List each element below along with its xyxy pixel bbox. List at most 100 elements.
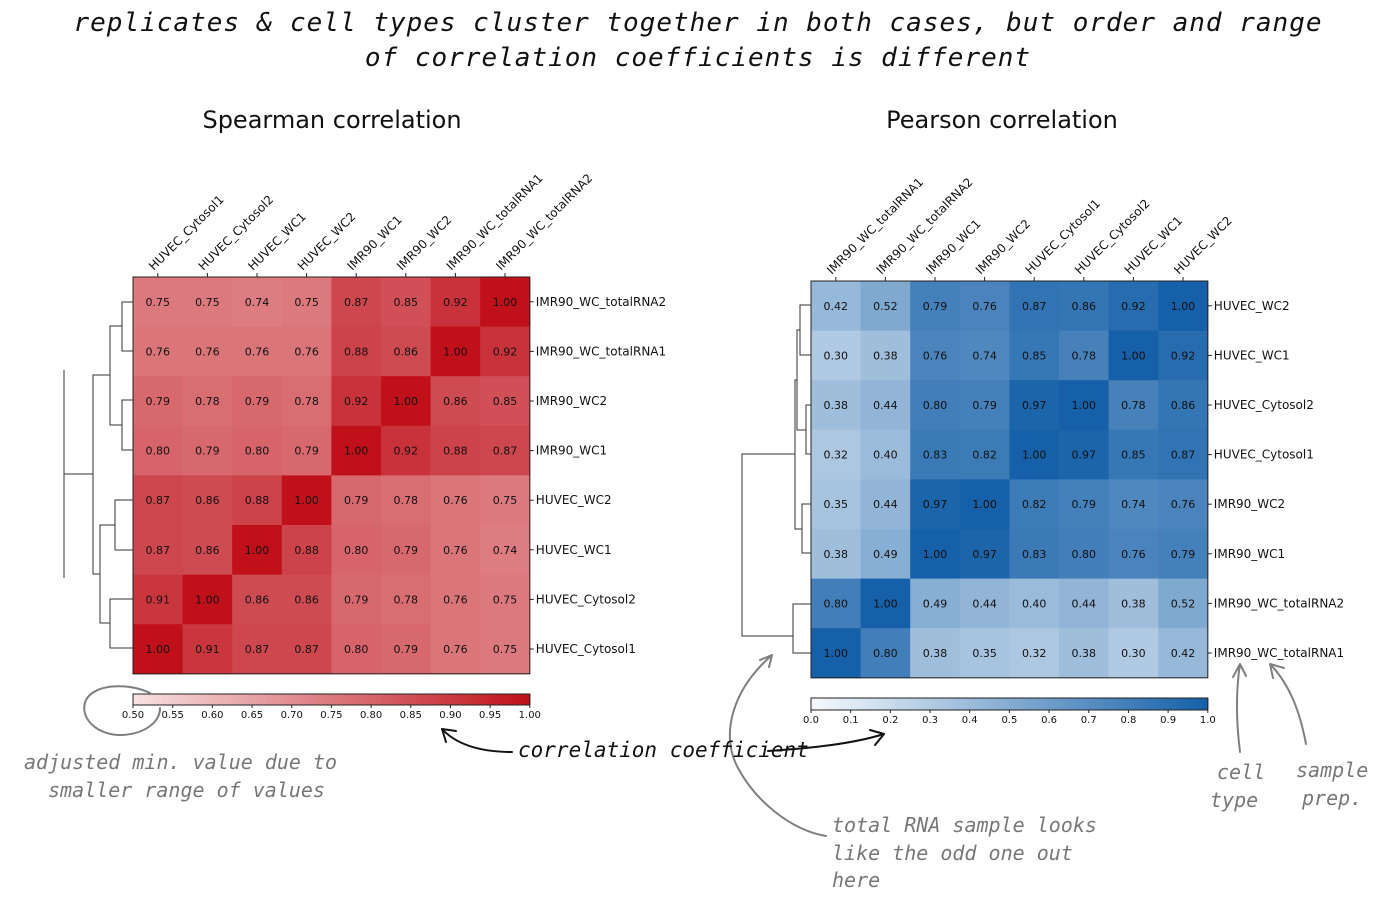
spearman-cell: [182, 425, 233, 476]
pearson-row-label: HUVEC_Cytosol2: [1214, 398, 1314, 412]
pearson-colorbar-segment: [959, 698, 966, 710]
spearman-cell-value: 0.92: [443, 296, 468, 309]
spearman-cell-value: 0.78: [294, 395, 319, 408]
spearman-row-label: HUVEC_Cytosol1: [536, 642, 636, 656]
pearson-colorbar-segment: [915, 698, 921, 710]
spearman-col-label: IMR90_WC_totalRNA2: [493, 171, 595, 273]
pearson-cell: [811, 628, 862, 679]
pearson-cell: [1158, 529, 1209, 580]
spearman-colorbar-segment: [346, 694, 352, 705]
pearson-cell-value: 0.79: [1072, 498, 1097, 511]
pearson-cell: [1108, 429, 1159, 480]
pearson-cell: [1158, 628, 1209, 679]
spearman-colorbar-segment: [514, 694, 521, 705]
pearson-colorbar-segment: [820, 698, 827, 710]
pearson-cell: [959, 479, 1010, 530]
spearman-colorbar-segment: [167, 694, 174, 705]
spearman-cell: [381, 376, 432, 427]
pearson-cell: [1059, 479, 1110, 530]
spearman-cell-value: 0.75: [146, 296, 171, 309]
spearman-cell: [281, 376, 332, 427]
pearson-cell-value: 0.49: [873, 548, 898, 561]
pearson-colorbar-segment: [835, 698, 842, 710]
pearson-cell-value: 0.83: [1022, 548, 1047, 561]
spearman-cell-value: 0.86: [195, 494, 220, 507]
pearson-cell-value: 1.00: [923, 548, 948, 561]
pearson-colorbar-segment: [1083, 698, 1090, 710]
spearman-cell-value: 0.76: [245, 345, 270, 358]
spearman-cell: [182, 574, 233, 625]
pearson-colorbar-segment: [944, 698, 951, 710]
pearson-cell: [860, 578, 911, 629]
pearson-colorbar-segment: [1183, 698, 1189, 710]
pearson-colorbar-segment: [845, 698, 852, 710]
pearson-cell-value: 0.92: [1171, 349, 1196, 362]
spearman-colorbar-segment: [306, 694, 313, 705]
pearson-cell-value: 1.00: [972, 498, 997, 511]
spearman-colorbar-segment: [281, 694, 288, 705]
spearman-colorbar-segment: [519, 694, 526, 705]
spearman-colorbar-segment: [222, 694, 228, 705]
spearman-cell-value: 0.91: [146, 593, 171, 606]
pearson-colorbar-segment: [994, 698, 1001, 710]
pearson-cell-value: 0.40: [873, 449, 898, 462]
pearson-colorbar-segment: [1029, 698, 1035, 710]
pearson-colorbar-segment: [905, 698, 911, 710]
spearman-cell-value: 1.00: [146, 643, 171, 656]
spearman-colorbar-tick-label: 0.75: [320, 710, 342, 721]
spearman-cell-value: 0.76: [443, 494, 468, 507]
pearson-col-label: IMR90_WC_totalRNA1: [824, 175, 926, 277]
spearman-colorbar-segment: [182, 694, 189, 705]
spearman-cell-value: 1.00: [294, 494, 319, 507]
spearman-colorbar-segment: [266, 694, 273, 705]
pearson-cell-value: 0.85: [1022, 349, 1047, 362]
pearson-colorbar-segment: [989, 698, 996, 710]
spearman-cell-value: 1.00: [195, 593, 220, 606]
pearson-col-label: IMR90_WC_totalRNA2: [874, 175, 976, 277]
pearson-colorbar-tick-label: 0.8: [1120, 715, 1136, 726]
spearman-colorbar-segment: [326, 694, 332, 705]
sample-prep-note-line-2: prep.: [1302, 786, 1363, 810]
pearson-dendrogram: [741, 304, 811, 654]
pearson-colorbar-segment: [925, 698, 931, 710]
pearson-cell-value: 0.44: [972, 597, 997, 610]
spearman-colorbar-segment: [187, 694, 194, 705]
pearson-cell: [860, 628, 911, 679]
spearman-colorbar-segment: [247, 694, 253, 705]
spearman-cell-value: 0.86: [195, 544, 220, 557]
pearson-cell: [811, 330, 862, 381]
pearson-cell: [1108, 330, 1159, 381]
pearson-cell-value: 0.87: [1171, 449, 1196, 462]
spearman-cell-value: 0.75: [493, 593, 518, 606]
spearman-colorbar-segment: [490, 694, 496, 705]
pearson-cell: [910, 380, 961, 431]
spearman-colorbar-segment: [207, 694, 213, 705]
pearson-colorbar-segment: [954, 698, 961, 710]
pearson-row-label: IMR90_WC_totalRNA1: [1214, 646, 1344, 660]
pearson-cell-value: 0.97: [1072, 449, 1097, 462]
spearman-colorbar-segment: [425, 694, 432, 705]
spearman-colorbar-segment: [430, 694, 437, 705]
spearman-cell: [133, 624, 184, 675]
arrow-cell-type: [1232, 663, 1247, 753]
pearson-cell-value: 0.52: [1171, 597, 1196, 610]
spearman-cell: [182, 475, 233, 526]
spearman-colorbar-tick-label: 0.95: [479, 710, 501, 721]
spearman-cell: [331, 574, 382, 625]
total-rna-note-line-2: like the odd one out: [832, 841, 1073, 865]
spearman-cell-value: 0.74: [493, 544, 518, 557]
pearson-colorbar-segment: [999, 698, 1006, 710]
spearman-colorbar-segment: [395, 694, 402, 705]
pearson-colorbar-segment: [1163, 698, 1169, 710]
spearman-cell: [281, 277, 332, 328]
pearson-cell-value: 1.00: [1171, 300, 1196, 313]
spearman-cell-value: 0.80: [245, 445, 270, 458]
pearson-cell: [1009, 330, 1060, 381]
pearson-colorbar-tick-label: 0.5: [1001, 715, 1017, 726]
spearman-colorbar-segment: [495, 694, 501, 705]
pearson-cell-value: 0.40: [1022, 597, 1047, 610]
pearson-colorbar-segment: [1103, 698, 1110, 710]
pearson-colorbar-segment: [1059, 698, 1065, 710]
spearman-colorbar-segment: [172, 694, 179, 705]
spearman-cell: [430, 277, 481, 328]
